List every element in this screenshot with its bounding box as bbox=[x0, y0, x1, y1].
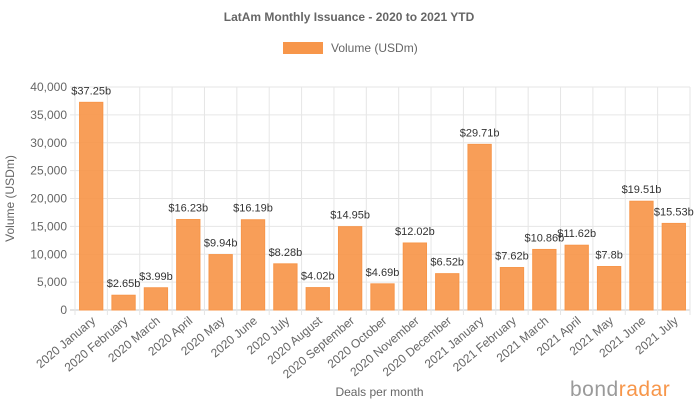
bar bbox=[176, 219, 201, 311]
bar-value-label: $6.52b bbox=[430, 257, 464, 269]
bar-value-label: $12.02b bbox=[395, 226, 435, 238]
legend-label: Volume (USDm) bbox=[331, 41, 418, 55]
bar-value-label: $16.19b bbox=[233, 203, 273, 215]
bar-value-label: $14.95b bbox=[330, 210, 370, 222]
chart-title: LatAm Monthly Issuance - 2020 to 2021 YT… bbox=[223, 10, 475, 24]
y-tick-label: 20,000 bbox=[30, 192, 67, 206]
bar bbox=[596, 266, 622, 311]
bar bbox=[629, 200, 654, 311]
bar-value-label: $4.02b bbox=[301, 271, 335, 283]
bar bbox=[435, 273, 460, 311]
bar bbox=[661, 222, 686, 311]
bar bbox=[532, 248, 557, 311]
bar-value-label: $8.28b bbox=[269, 247, 303, 259]
bar bbox=[305, 287, 330, 311]
legend-swatch bbox=[283, 42, 323, 54]
bar-value-label: $3.99b bbox=[139, 271, 173, 283]
y-tick-label: 5,000 bbox=[37, 275, 67, 289]
bar-value-label: $4.69b bbox=[366, 267, 400, 279]
bar bbox=[79, 101, 104, 311]
bondradar-logo: bondradar bbox=[570, 378, 671, 401]
bar-value-label: $7.62b bbox=[495, 251, 529, 263]
bar-value-label: $15.53b bbox=[654, 206, 694, 218]
bar bbox=[402, 242, 428, 311]
legend[interactable]: Volume (USDm) bbox=[283, 41, 418, 55]
x-axis-title: Deals per month bbox=[335, 385, 423, 399]
bar bbox=[564, 244, 589, 311]
bar-value-label: $9.94b bbox=[204, 238, 238, 250]
y-tick-label: 15,000 bbox=[30, 219, 67, 233]
bar bbox=[337, 226, 363, 311]
bar-value-label: $37.25b bbox=[71, 85, 111, 97]
y-tick-label: 25,000 bbox=[30, 164, 67, 178]
y-axis-title: Volume (USDm) bbox=[3, 155, 17, 242]
bar-value-label: $7.8b bbox=[595, 250, 623, 262]
y-tick-label: 30,000 bbox=[30, 136, 67, 150]
bar-value-label: $19.51b bbox=[622, 184, 662, 196]
y-tick-label: 10,000 bbox=[30, 247, 67, 261]
y-tick-label: 0 bbox=[60, 303, 67, 317]
bar-value-label: $10.86b bbox=[524, 232, 564, 244]
bar-value-label: $29.71b bbox=[460, 127, 500, 139]
bar bbox=[143, 287, 169, 311]
bar bbox=[208, 254, 233, 311]
bar-value-label: $11.62b bbox=[557, 228, 596, 240]
y-tick-label: 35,000 bbox=[30, 108, 67, 122]
bar bbox=[273, 263, 298, 311]
bar bbox=[499, 267, 525, 311]
bar bbox=[370, 283, 395, 311]
bar bbox=[111, 294, 136, 311]
bar-value-label: $16.23b bbox=[168, 203, 208, 215]
y-tick-label: 40,000 bbox=[30, 80, 67, 94]
bar bbox=[467, 143, 492, 311]
bar bbox=[240, 219, 266, 311]
bar-value-label: $2.65b bbox=[107, 278, 141, 290]
